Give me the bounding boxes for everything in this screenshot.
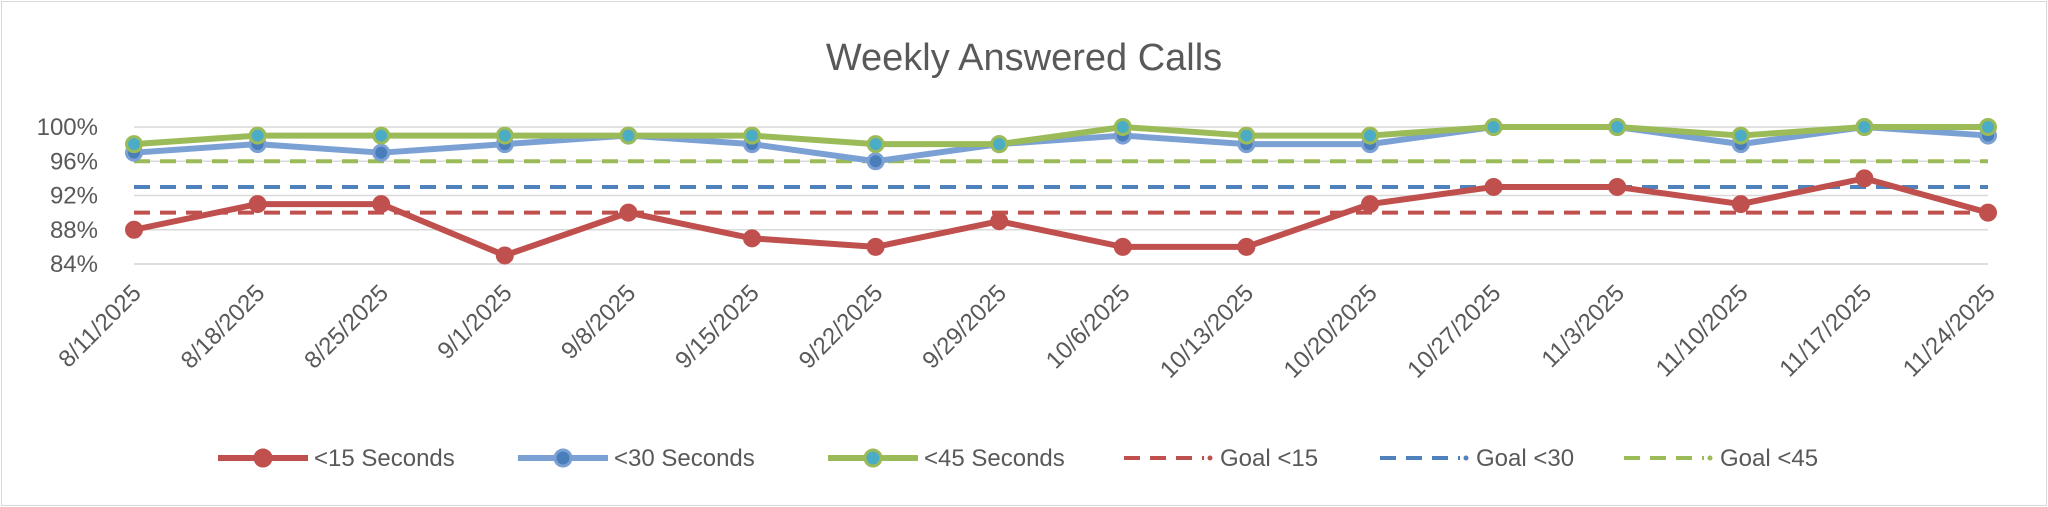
x-tick-label: 9/29/2025 <box>917 280 1012 375</box>
legend-item-15-seconds: <15 Seconds <box>218 445 455 472</box>
data-point-45-seconds <box>125 135 143 154</box>
data-series <box>125 118 1997 265</box>
data-point-15-seconds <box>1113 237 1132 256</box>
data-point-15-seconds <box>1855 169 1874 188</box>
y-axis-ticks: 84% 88% 92% 96% 100% <box>37 114 98 278</box>
data-point-45-seconds <box>866 135 885 154</box>
legend-label: <30 Seconds <box>614 445 755 472</box>
legend-item-45-seconds: <45 Seconds <box>828 445 1065 472</box>
data-point-45-seconds <box>1113 118 1132 136</box>
legend: <15 Seconds <30 Seconds <45 Seconds Goal <1… <box>218 445 1818 472</box>
legend-label: <15 Seconds <box>314 445 455 472</box>
data-point-15-seconds <box>495 246 514 265</box>
data-point-45-seconds <box>743 126 761 145</box>
data-point-45-seconds <box>1361 126 1379 145</box>
data-point-45-seconds <box>372 126 391 145</box>
series-45-seconds <box>125 118 1997 154</box>
legend-marker <box>553 448 573 468</box>
data-point-15-seconds <box>990 212 1009 231</box>
y-tick-label: 100% <box>37 114 98 141</box>
data-point-45-seconds <box>495 126 514 145</box>
legend-label: Goal <30 <box>1476 445 1574 472</box>
data-point-45-seconds <box>619 126 638 145</box>
x-tick-label: 11/24/2025 <box>1898 280 2001 383</box>
x-tick-label: 8/18/2025 <box>176 280 271 375</box>
x-tick-label: 9/22/2025 <box>794 280 889 375</box>
legend-label: Goal <15 <box>1220 445 1318 472</box>
y-tick-label: 96% <box>50 148 98 175</box>
data-point-15-seconds <box>125 220 143 239</box>
series-15-seconds <box>125 169 1997 265</box>
x-tick-label: 9/15/2025 <box>670 280 765 375</box>
data-point-45-seconds <box>1979 118 1997 136</box>
data-point-45-seconds <box>1608 118 1627 136</box>
chart-title: Weekly Answered Calls <box>826 37 1222 79</box>
data-point-45-seconds <box>248 126 267 145</box>
data-point-15-seconds <box>743 229 761 248</box>
data-point-45-seconds <box>1855 118 1874 136</box>
data-point-45-seconds <box>1484 118 1503 136</box>
legend-swatch-dot <box>1207 455 1213 461</box>
legend-marker <box>863 448 883 468</box>
data-point-15-seconds <box>372 195 391 214</box>
y-tick-label: 84% <box>50 251 98 278</box>
series-line-15-seconds <box>133 175 1989 259</box>
x-tick-label: 10/13/2025 <box>1155 280 1259 384</box>
data-point-15-seconds <box>1361 195 1379 214</box>
data-point-45-seconds <box>990 135 1009 154</box>
data-point-30-seconds <box>866 152 885 171</box>
data-point-15-seconds <box>1484 177 1503 196</box>
x-tick-label: 8/25/2025 <box>299 280 394 375</box>
legend-label: <45 Seconds <box>924 445 1065 472</box>
x-tick-label: 9/1/2025 <box>432 280 517 365</box>
x-tick-label: 10/6/2025 <box>1041 280 1136 375</box>
legend-label: Goal <45 <box>1720 445 1818 472</box>
legend-item-30-seconds: <30 Seconds <box>518 445 755 472</box>
data-point-15-seconds <box>248 195 267 214</box>
x-tick-label: 9/8/2025 <box>556 280 641 365</box>
x-tick-label: 10/20/2025 <box>1279 280 1383 384</box>
data-point-15-seconds <box>1237 237 1256 256</box>
data-point-15-seconds <box>1608 177 1627 196</box>
series-line-30-seconds <box>133 124 1989 165</box>
legend-swatch-dot <box>1707 455 1713 461</box>
legend-item-goal-30: Goal <30 <box>1380 445 1574 472</box>
data-point-45-seconds <box>1731 126 1750 145</box>
x-tick-label: 11/3/2025 <box>1537 280 1630 373</box>
legend-item-goal-15: Goal <15 <box>1124 445 1318 472</box>
x-tick-label: 11/10/2025 <box>1651 280 1754 383</box>
goal-series <box>134 159 1988 215</box>
data-point-15-seconds <box>1731 195 1750 214</box>
y-tick-label: 88% <box>50 217 98 244</box>
legend-swatch-dot <box>1463 455 1469 461</box>
x-axis-ticks: 8/11/2025 8/18/2025 8/25/2025 9/1/2025 9/8/2… <box>53 280 2000 384</box>
data-point-15-seconds <box>866 237 885 256</box>
legend-marker <box>253 448 273 468</box>
series-line-45-seconds <box>133 124 1988 148</box>
x-tick-label: 10/27/2025 <box>1402 280 1506 384</box>
x-tick-label: 8/11/2025 <box>53 280 146 373</box>
y-tick-label: 92% <box>50 183 98 210</box>
legend-item-goal-45: Goal <45 <box>1624 445 1818 472</box>
x-tick-label: 11/17/2025 <box>1774 280 1877 383</box>
data-point-30-seconds <box>372 143 391 162</box>
data-point-15-seconds <box>1979 203 1997 222</box>
data-point-45-seconds <box>1237 126 1256 145</box>
data-point-15-seconds <box>619 203 638 222</box>
